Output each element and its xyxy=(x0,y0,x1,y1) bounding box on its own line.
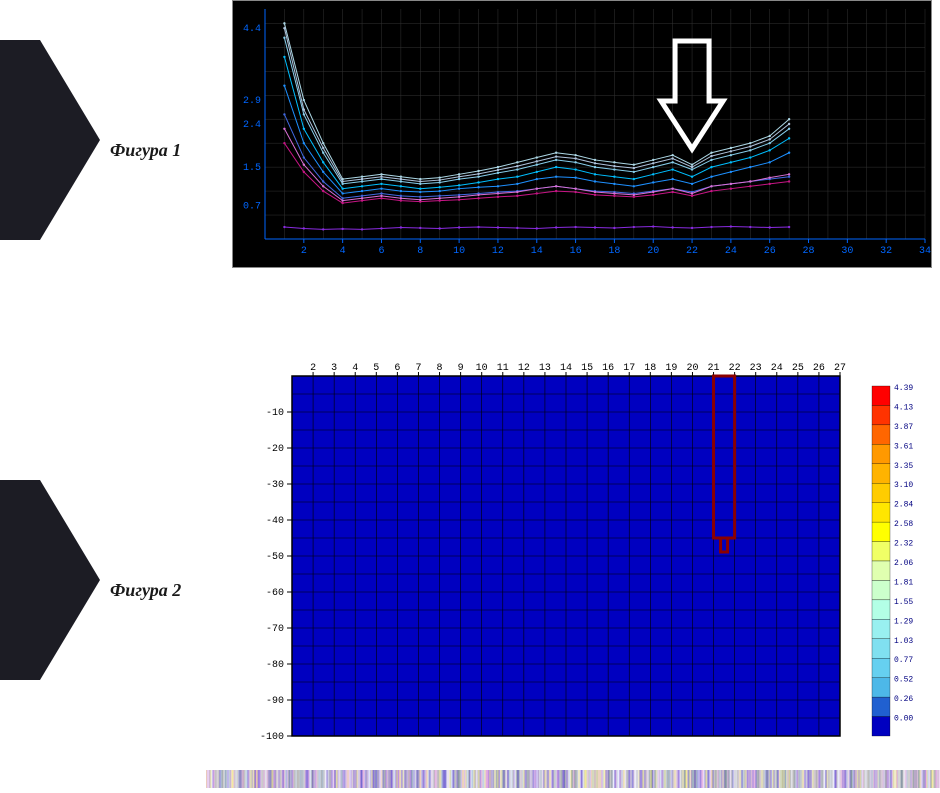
svg-text:2.58: 2.58 xyxy=(894,520,913,529)
svg-text:-40: -40 xyxy=(266,516,284,527)
svg-text:20: 20 xyxy=(647,246,659,257)
svg-text:1.29: 1.29 xyxy=(894,617,913,626)
noise-strip xyxy=(206,770,940,788)
svg-text:-80: -80 xyxy=(266,660,284,671)
heatmap-chart: 2345678910111213141516171819202122232425… xyxy=(232,356,932,756)
svg-text:8: 8 xyxy=(417,246,423,257)
line-chart: 0.71.52.42.94.42468101214161820222426283… xyxy=(232,0,932,268)
svg-text:0.00: 0.00 xyxy=(894,715,913,724)
svg-text:-10: -10 xyxy=(266,408,284,419)
svg-text:34: 34 xyxy=(919,246,931,257)
svg-text:3.61: 3.61 xyxy=(894,442,913,451)
svg-text:2.4: 2.4 xyxy=(243,120,261,131)
svg-text:32: 32 xyxy=(880,246,892,257)
svg-text:4.4: 4.4 xyxy=(243,24,261,35)
svg-text:4.39: 4.39 xyxy=(894,384,913,393)
svg-text:4: 4 xyxy=(340,246,346,257)
svg-text:0.52: 0.52 xyxy=(894,676,913,685)
svg-text:18: 18 xyxy=(608,246,620,257)
svg-text:2.9: 2.9 xyxy=(243,96,261,107)
svg-text:-90: -90 xyxy=(266,696,284,707)
figure2-label: Фигура 2 xyxy=(110,580,181,601)
figure1-label: Фигура 1 xyxy=(110,140,181,161)
svg-text:-30: -30 xyxy=(266,480,284,491)
svg-text:26: 26 xyxy=(764,246,776,257)
svg-text:16: 16 xyxy=(570,246,582,257)
svg-text:3.35: 3.35 xyxy=(894,462,913,471)
svg-text:1.5: 1.5 xyxy=(243,163,261,174)
svg-text:1.03: 1.03 xyxy=(894,637,913,646)
svg-text:-20: -20 xyxy=(266,444,284,455)
svg-text:1.81: 1.81 xyxy=(894,578,913,587)
svg-text:14: 14 xyxy=(531,246,543,257)
pointer-shape-2 xyxy=(0,480,100,680)
svg-text:28: 28 xyxy=(803,246,815,257)
svg-text:-50: -50 xyxy=(266,552,284,563)
pointer-shape-1 xyxy=(0,40,100,240)
svg-text:0.77: 0.77 xyxy=(894,656,913,665)
svg-text:3.87: 3.87 xyxy=(894,423,913,432)
svg-text:2.06: 2.06 xyxy=(894,559,913,568)
svg-text:0.7: 0.7 xyxy=(243,201,261,212)
svg-text:-70: -70 xyxy=(266,624,284,635)
svg-text:24: 24 xyxy=(725,246,737,257)
svg-text:0.26: 0.26 xyxy=(894,695,913,704)
svg-text:12: 12 xyxy=(492,246,504,257)
svg-text:-100: -100 xyxy=(260,732,284,743)
svg-text:30: 30 xyxy=(841,246,853,257)
svg-text:22: 22 xyxy=(686,246,698,257)
svg-text:2.32: 2.32 xyxy=(894,540,913,549)
svg-text:10: 10 xyxy=(453,246,465,257)
svg-text:2.84: 2.84 xyxy=(894,501,913,510)
svg-text:6: 6 xyxy=(378,246,384,257)
svg-text:3.10: 3.10 xyxy=(894,481,913,490)
svg-text:1.55: 1.55 xyxy=(894,598,913,607)
svg-text:2: 2 xyxy=(301,246,307,257)
svg-text:4.13: 4.13 xyxy=(894,403,913,412)
svg-text:-60: -60 xyxy=(266,588,284,599)
